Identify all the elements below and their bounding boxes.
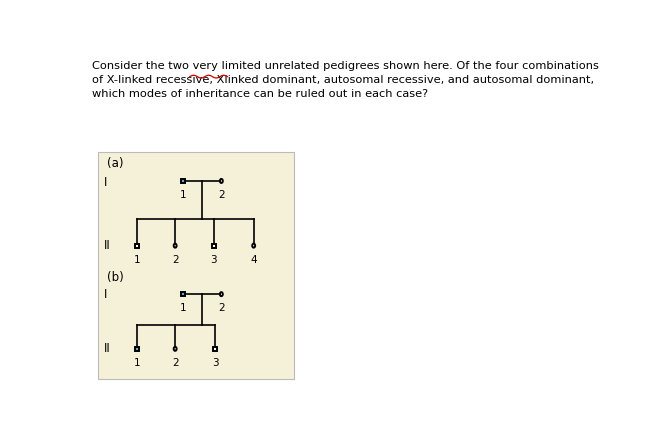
- Text: II: II: [104, 342, 110, 355]
- Text: 2: 2: [218, 303, 225, 313]
- Ellipse shape: [174, 347, 177, 351]
- Text: I: I: [104, 176, 107, 189]
- Text: Consider the two very limited unrelated pedigrees shown here. Of the four combin: Consider the two very limited unrelated …: [92, 61, 599, 71]
- Bar: [212, 244, 215, 248]
- Text: (b): (b): [107, 271, 124, 284]
- Text: 1: 1: [133, 255, 140, 264]
- Text: 2: 2: [218, 190, 225, 200]
- Text: 1: 1: [180, 303, 186, 313]
- Bar: [134, 244, 139, 248]
- Text: I: I: [104, 288, 107, 301]
- Ellipse shape: [220, 292, 223, 296]
- Text: 3: 3: [212, 358, 219, 368]
- Bar: [134, 347, 139, 351]
- Text: of X-linked recessive, Xlinked dominant, autosomal recessive, and autosomal domi: of X-linked recessive, Xlinked dominant,…: [92, 75, 594, 85]
- Ellipse shape: [252, 244, 255, 248]
- Text: which modes of inheritance can be ruled out in each case?: which modes of inheritance can be ruled …: [92, 89, 428, 98]
- Text: 1: 1: [133, 358, 140, 368]
- Text: II: II: [104, 239, 110, 252]
- Bar: [181, 179, 185, 183]
- Text: 1: 1: [180, 190, 186, 200]
- Text: 2: 2: [172, 255, 178, 264]
- Text: 2: 2: [172, 358, 178, 368]
- Bar: [181, 292, 185, 296]
- Bar: [98, 152, 295, 379]
- Text: 4: 4: [251, 255, 257, 264]
- Text: (a): (a): [107, 157, 124, 170]
- Ellipse shape: [220, 179, 223, 183]
- Bar: [213, 347, 217, 351]
- Text: 3: 3: [210, 255, 217, 264]
- Ellipse shape: [174, 244, 177, 248]
